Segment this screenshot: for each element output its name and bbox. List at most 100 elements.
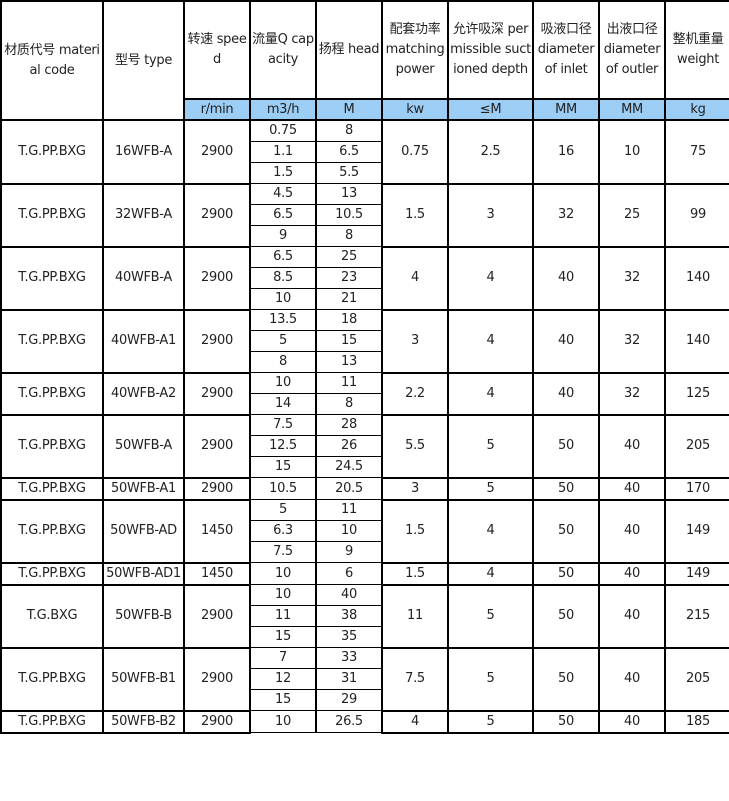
material-code-cell: T.G.PP.BXG [0, 119, 104, 185]
capacity-cell: 15 [249, 626, 317, 648]
head-cell: 38 [315, 605, 383, 627]
type-cell: 50WFB-B [102, 583, 185, 649]
suction-depth-cell: 5 [447, 646, 534, 712]
material-code-cell: T.G.PP.BXG [0, 308, 104, 374]
suction-depth-cell: 5 [447, 709, 534, 734]
material-code-cell: T.G.PP.BXG [0, 561, 104, 586]
power-cell: 7.5 [381, 646, 449, 712]
head-cell: 40 [315, 584, 383, 606]
weight-cell: 205 [664, 413, 729, 479]
weight-cell: 140 [664, 308, 729, 374]
weight-cell: 140 [664, 245, 729, 311]
table-row: T.G.PP.BXG 16WFB-A 2900 0.75 8 0.75 2.5 16 10 75 [0, 119, 729, 185]
speed-cell: 2900 [183, 583, 251, 649]
unit-cell: M [315, 98, 383, 121]
power-cell: 1.5 [381, 498, 449, 564]
head-cell: 11 [315, 372, 383, 394]
material-code-cell: T.G.PP.BXG [0, 709, 104, 734]
head-cell: 29 [315, 689, 383, 711]
head-cell: 15 [315, 330, 383, 352]
type-cell: 40WFB-A2 [102, 371, 185, 416]
outlet-diameter-cell: 40 [598, 561, 666, 586]
head-cell: 6.5 [315, 141, 383, 163]
unit-cell: m3/h [249, 98, 317, 121]
outlet-diameter-cell: 25 [598, 182, 666, 248]
head-cell: 13 [315, 183, 383, 205]
table-row: T.G.BXG 50WFB-B 2900 10 40 11 5 50 40 215 [0, 583, 729, 649]
outlet-diameter-cell: 40 [598, 709, 666, 734]
suction-depth-cell: 4 [447, 371, 534, 416]
speed-cell: 2900 [183, 476, 251, 501]
table-row: 6.3 10 [1, 520, 729, 542]
inlet-diameter-cell: 16 [532, 119, 600, 185]
capacity-cell: 10.5 [249, 477, 317, 500]
power-cell: 4 [381, 709, 449, 734]
capacity-cell: 6.5 [249, 246, 317, 268]
head-cell: 35 [315, 626, 383, 648]
type-cell: 50WFB-A1 [102, 476, 185, 501]
material-code-cell: T.G.PP.BXG [0, 646, 104, 712]
head-cell: 33 [315, 647, 383, 669]
suction-depth-cell: 4 [447, 561, 534, 586]
column-header: 流量Q capacity [249, 0, 317, 100]
capacity-cell: 12.5 [249, 435, 317, 457]
head-cell: 8 [315, 119, 383, 142]
capacity-cell: 4.5 [249, 183, 317, 205]
material-code-cell: T.G.PP.BXG [0, 182, 104, 248]
inlet-diameter-cell: 40 [532, 308, 600, 374]
weight-cell: 215 [664, 583, 729, 649]
weight-cell: 205 [664, 646, 729, 712]
column-header: 吸液口径 diameter of inlet [532, 0, 600, 100]
capacity-cell: 14 [249, 393, 317, 415]
capacity-cell: 8 [249, 351, 317, 373]
capacity-cell: 10 [249, 562, 317, 585]
unit-cell: MM [598, 98, 666, 121]
column-header: 型号 type [102, 0, 185, 121]
table-row: T.G.PP.BXG 50WFB-A1 2900 10.5 20.5 3 5 50 40 170 [0, 476, 729, 501]
pump-spec-table: 材质代号 material code 型号 type 转速 speed 流量Q cap… [0, 0, 729, 734]
capacity-cell: 11 [249, 605, 317, 627]
material-code-cell: T.G.PP.BXG [0, 245, 104, 311]
head-cell: 10 [315, 520, 383, 542]
table-row: 12.5 26 [1, 435, 729, 457]
column-header: 配套功率 matching power [381, 0, 449, 100]
outlet-diameter-cell: 32 [598, 308, 666, 374]
capacity-cell: 1.5 [249, 162, 317, 184]
material-code-cell: T.G.PP.BXG [0, 413, 104, 479]
outlet-diameter-cell: 40 [598, 583, 666, 649]
inlet-diameter-cell: 50 [532, 646, 600, 712]
power-cell: 4 [381, 245, 449, 311]
type-cell: 40WFB-A1 [102, 308, 185, 374]
capacity-cell: 13.5 [249, 309, 317, 331]
capacity-cell: 8.5 [249, 267, 317, 289]
column-header: 允许吸深 permissible suctioned depth [447, 0, 534, 100]
type-cell: 16WFB-A [102, 119, 185, 185]
header-row: 材质代号 material code 型号 type 转速 speed 流量Q cap… [0, 0, 729, 121]
capacity-cell: 6.5 [249, 204, 317, 226]
outlet-diameter-cell: 40 [598, 476, 666, 501]
table-row: T.G.PP.BXG 50WFB-B2 2900 10 26.5 4 5 50 40 185 [0, 709, 729, 734]
head-cell: 18 [315, 309, 383, 331]
material-code-cell: T.G.PP.BXG [0, 476, 104, 501]
capacity-cell: 6.3 [249, 520, 317, 542]
suction-depth-cell: 5 [447, 583, 534, 649]
power-cell: 1.5 [381, 182, 449, 248]
table-row: 15 35 [1, 626, 729, 648]
table-row: T.G.PP.BXG 50WFB-AD1 1450 10 6 1.5 4 50 40 149 [0, 561, 729, 586]
capacity-cell: 10 [249, 372, 317, 394]
type-cell: 32WFB-A [102, 182, 185, 248]
inlet-diameter-cell: 50 [532, 709, 600, 734]
weight-cell: 125 [664, 371, 729, 416]
power-cell: 11 [381, 583, 449, 649]
table-row: 8.5 23 [1, 267, 729, 289]
power-cell: 5.5 [381, 413, 449, 479]
head-cell: 6 [315, 562, 383, 585]
type-cell: 50WFB-B1 [102, 646, 185, 712]
column-header: 整机重量 weight [664, 0, 729, 100]
outlet-diameter-cell: 32 [598, 371, 666, 416]
column-header: 材质代号 material code [0, 0, 104, 121]
inlet-diameter-cell: 50 [532, 498, 600, 564]
head-cell: 20.5 [315, 477, 383, 500]
